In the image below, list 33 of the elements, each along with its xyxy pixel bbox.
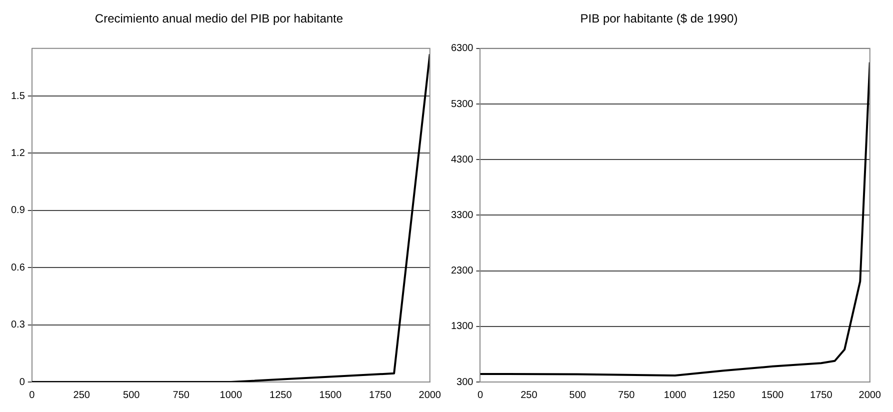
x-tick-label: 0 [477, 390, 484, 401]
y-tick-label: 2300 [450, 266, 474, 277]
y-tick-label: 5300 [450, 98, 474, 110]
x-tick-label: 1750 [369, 390, 392, 401]
x-tick-label: 250 [73, 390, 90, 401]
chart-title: Crecimiento anual medio del PIB por habitante [94, 12, 344, 26]
y-tick-label: 0.9 [10, 205, 26, 216]
x-tick-label: 1750 [810, 390, 833, 401]
x-tick-label: 1500 [319, 390, 342, 401]
y-tick-label: 4300 [450, 154, 474, 166]
x-tick-label: 750 [618, 390, 636, 401]
chart-title: PIB por habitante ($ de 1990) [580, 12, 738, 26]
x-tick-label: 1000 [664, 390, 687, 401]
x-tick-label: 0 [29, 390, 36, 401]
x-tick-label: 1250 [712, 390, 736, 401]
y-tick-label: 300 [456, 376, 474, 388]
y-tick-label: 0 [19, 376, 26, 388]
y-tick-label: 3300 [450, 210, 474, 221]
y-tick-label: 0.6 [10, 262, 26, 274]
x-tick-label: 2000 [418, 390, 442, 401]
y-tick-label: 1300 [450, 321, 474, 332]
x-tick-label: 2000 [858, 390, 882, 401]
y-tick-label: 1.2 [10, 148, 26, 159]
y-tick-label: 1.5 [10, 90, 26, 102]
x-tick-label: 1500 [761, 390, 784, 401]
x-tick-label: 1250 [270, 390, 292, 401]
y-tick-label: 6300 [450, 43, 474, 54]
x-tick-label: 250 [520, 390, 538, 401]
x-tick-label: 500 [569, 390, 586, 401]
x-tick-label: 1000 [220, 390, 242, 401]
y-tick-label: 0.3 [10, 320, 26, 331]
x-tick-label: 500 [123, 390, 140, 401]
x-tick-label: 750 [172, 390, 190, 401]
